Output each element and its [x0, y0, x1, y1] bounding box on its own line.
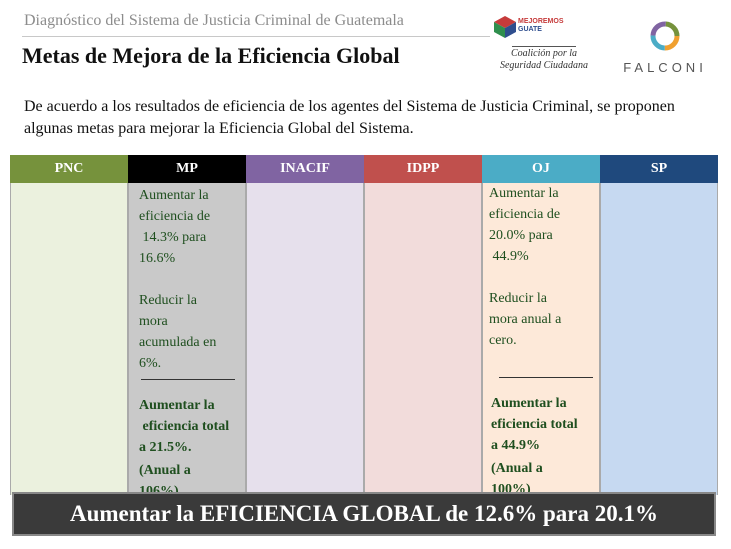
mp-goal2-line: mora	[139, 314, 168, 329]
oj-separator	[499, 377, 593, 378]
column-sp: SP	[600, 155, 718, 495]
mp-goal2-line: Reducir la	[139, 293, 197, 308]
mejoremos-text: MEJOREMOS	[518, 18, 564, 25]
column-body-oj: Aumentar la eficiencia de 20.0% para 44.…	[482, 183, 600, 497]
page-title: Metas de Mejora de la Eficiencia Global	[22, 43, 400, 68]
oj-total-line: a 44.9%	[491, 438, 540, 453]
column-header-pnc: PNC	[10, 155, 128, 183]
mp-annual-line: (Anual a	[139, 463, 191, 478]
mp-separator	[141, 379, 235, 380]
oj-goal1-line: 44.9%	[489, 249, 529, 264]
column-body-inacif	[246, 183, 364, 495]
oj-total-goal: Aumentar la eficiencia total a 44.9%	[491, 393, 578, 456]
mp-goal1-line: 16.6%	[139, 251, 176, 266]
mp-total-goal: Aumentar la eficiencia total a 21.5%.	[139, 395, 229, 458]
coalicion-text: Coalición por la Seguridad Ciudadana	[499, 48, 589, 71]
oj-goal2-line: cero.	[489, 333, 517, 348]
puzzle-icon	[494, 16, 516, 38]
column-body-sp	[600, 183, 718, 495]
global-efficiency-banner: Aumentar la EFICIENCIA GLOBAL de 12.6% p…	[12, 492, 716, 536]
column-pnc: PNC	[10, 155, 128, 495]
mp-total-line: Aumentar la	[139, 398, 215, 413]
oj-goal-backlog: Reducir la mora anual a cero.	[489, 288, 561, 351]
oj-goal1-line: Aumentar la	[489, 186, 559, 201]
mp-goal1-line: eficiencia de	[139, 209, 211, 224]
falconi-ring-icon	[650, 21, 680, 51]
falconi-text: FALCONI	[623, 60, 707, 75]
column-header-sp: SP	[600, 155, 718, 183]
mp-total-line: a 21.5%.	[139, 440, 192, 455]
column-header-oj: OJ	[482, 155, 600, 183]
mp-goal2-line: acumulada en	[139, 335, 217, 350]
column-header-mp: MP	[128, 155, 246, 183]
oj-annual-line: (Anual a	[491, 461, 543, 476]
oj-goal1-line: eficiencia de	[489, 207, 561, 222]
logo-divider	[512, 46, 576, 47]
oj-total-line: eficiencia total	[491, 417, 578, 432]
oj-goal2-line: mora anual a	[489, 312, 562, 327]
mp-goal1-line: 14.3% para	[139, 230, 207, 245]
column-body-mp: Aumentar la eficiencia de 14.3% para 16.…	[128, 183, 246, 499]
column-oj: OJ Aumentar la eficiencia de 20.0% para …	[482, 155, 600, 497]
mp-total-line: eficiencia total	[139, 419, 230, 434]
oj-goal-efficiency: Aumentar la eficiencia de 20.0% para 44.…	[489, 183, 560, 267]
column-body-pnc	[10, 183, 128, 495]
mp-goal2-line: 6%.	[139, 356, 162, 371]
column-idpp: IDPP	[364, 155, 482, 495]
column-inacif: INACIF	[246, 155, 364, 495]
header-rule	[22, 36, 490, 37]
column-header-idpp: IDPP	[364, 155, 482, 183]
falconi-logo: FALCONI	[612, 18, 718, 78]
mp-goal1-line: Aumentar la	[139, 188, 209, 203]
agents-table: PNC MP Aumentar la eficiencia de 14.3% p…	[10, 155, 718, 499]
column-body-idpp	[364, 183, 482, 495]
column-mp: MP Aumentar la eficiencia de 14.3% para …	[128, 155, 246, 499]
guate-text: GUATE	[518, 26, 542, 33]
mp-goal-efficiency: Aumentar la eficiencia de 14.3% para 16.…	[139, 185, 210, 269]
header-subtitle: Diagnóstico del Sistema de Justicia Crim…	[24, 12, 404, 29]
mp-goal-backlog: Reducir la mora acumulada en 6%.	[139, 290, 216, 374]
mejoremos-guate-logo: MEJOREMOS GUATE Coalición por la Segurid…	[494, 12, 594, 80]
oj-goal1-line: 20.0% para	[489, 228, 553, 243]
column-header-inacif: INACIF	[246, 155, 364, 183]
intro-text: De acuerdo a los resultados de eficienci…	[24, 98, 675, 137]
oj-goal2-line: Reducir la	[489, 291, 547, 306]
oj-total-line: Aumentar la	[491, 396, 567, 411]
